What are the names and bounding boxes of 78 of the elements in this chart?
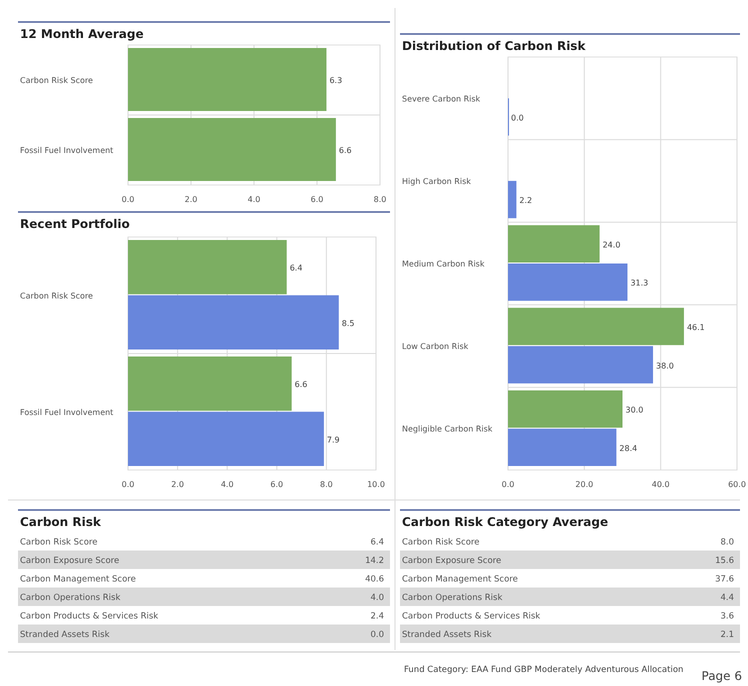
data-label: 0.0 — [511, 113, 524, 122]
bar — [508, 180, 516, 218]
category-label: Carbon Exposure Score — [20, 556, 120, 566]
text: 4.0 — [370, 593, 384, 603]
data-label: 6.6 — [338, 146, 352, 155]
bar — [508, 308, 684, 346]
data-label: 38.0 — [656, 361, 674, 370]
text: Carbon Risk — [20, 515, 102, 529]
y-tick-label: Low Carbon Risk — [402, 342, 469, 352]
y-tick-label: High Carbon Risk — [402, 176, 472, 186]
category-label: Carbon Products & Services Risk — [402, 612, 540, 622]
bar — [508, 390, 622, 428]
x-tick-label: 0.0 — [502, 480, 514, 489]
category-label: Carbon Exposure Score — [402, 556, 502, 566]
category-label: Carbon Operations Risk — [402, 593, 502, 603]
y-tick-label: Medium Carbon Risk — [402, 260, 485, 268]
x-tick-label: 8.0 — [320, 480, 333, 489]
text: 4.4 — [720, 593, 734, 603]
x-tick-label: 6.0 — [310, 195, 324, 204]
text: 2.1 — [720, 630, 734, 640]
chart-title: 12 Month Average — [20, 27, 144, 41]
x-tick-label: 2.0 — [171, 480, 184, 489]
text: 15.6 — [715, 556, 734, 566]
x-tick-label: 20.0 — [575, 480, 594, 489]
y-tick-label: Carbon Risk Score — [20, 291, 93, 300]
data-label: 46.1 — [686, 322, 705, 332]
text: 2.4 — [370, 612, 384, 622]
category-label: Stranded Assets Risk — [20, 630, 110, 640]
text: 40.6 — [365, 574, 384, 584]
chart-title: Recent Portfolio — [20, 217, 130, 231]
bar — [508, 264, 628, 301]
chart-title: Distribution of Carbon Risk — [402, 39, 586, 53]
x-tick-label: 2.0 — [184, 195, 198, 204]
text: 3.6 — [720, 612, 734, 622]
data-label: 24.0 — [602, 240, 620, 250]
data-label: 6.4 — [290, 264, 302, 273]
x-tick-label: 60.0 — [728, 480, 746, 489]
y-tick-label: Fossil Fuel Involvement — [20, 146, 114, 155]
y-tick-label: Carbon Risk Score — [20, 76, 93, 85]
text: 14.2 — [365, 556, 384, 566]
data-label: 7.9 — [326, 435, 340, 444]
y-tick-label: Negligible Carbon Risk — [402, 424, 493, 434]
text: 8.0 — [720, 538, 734, 548]
category-label: Carbon Operations Risk — [20, 593, 120, 603]
bar — [128, 295, 339, 350]
text: 37.6 — [715, 574, 734, 584]
y-tick-label: Severe Carbon Risk — [402, 94, 481, 104]
data-label: 30.0 — [626, 406, 644, 415]
x-tick-label: 4.0 — [248, 195, 260, 204]
data-label: 6.6 — [294, 380, 308, 390]
x-tick-label: 0.0 — [122, 480, 134, 489]
data-label: 31.3 — [630, 278, 648, 288]
text: 6.4 — [370, 538, 384, 548]
x-tick-label: 10.0 — [367, 480, 385, 489]
category-label: Carbon Management Score — [20, 574, 136, 584]
x-tick-label: 0.0 — [122, 195, 134, 204]
data-label: 2.2 — [519, 196, 532, 206]
x-tick-label: 8.0 — [374, 195, 386, 204]
bar — [128, 240, 287, 294]
bar — [508, 428, 616, 466]
bar — [508, 225, 600, 262]
y-tick-label: Fossil Fuel Involvement — [20, 408, 114, 417]
bar — [508, 346, 654, 384]
text: 0.0 — [370, 630, 384, 640]
category-label: Carbon Management Score — [402, 574, 518, 584]
category-label: Stranded Assets Risk — [402, 630, 492, 640]
data-label: 28.4 — [619, 444, 638, 453]
x-tick-label: 6.0 — [270, 480, 284, 489]
text: Page 6 — [702, 669, 742, 683]
text: Fund Category: EAA Fund GBP Moderately Adventurous Allocation — [404, 665, 684, 675]
text: Carbon Risk Category Average — [402, 515, 608, 529]
category-label: Carbon Products & Services Risk — [20, 612, 158, 622]
bar — [128, 412, 324, 466]
data-label: 8.5 — [342, 318, 355, 328]
data-label: 6.3 — [329, 76, 342, 85]
bar — [128, 356, 292, 411]
x-tick-label: 40.0 — [652, 480, 670, 489]
x-tick-label: 4.0 — [220, 480, 234, 489]
